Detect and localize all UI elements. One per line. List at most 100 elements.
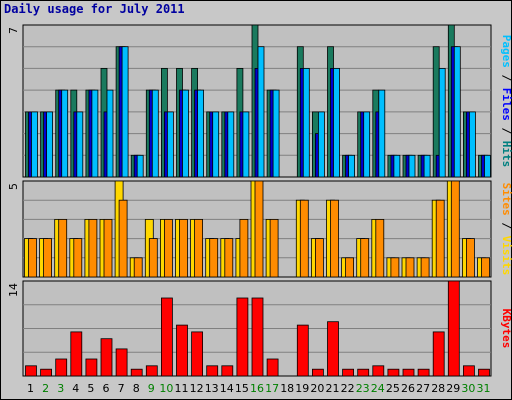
kbytes-bar-kbytes-day-27 bbox=[417, 368, 430, 377]
visits-sites-bar-sites-day-16 bbox=[254, 180, 264, 278]
kbytes-bar-kbytes-day-1 bbox=[25, 365, 37, 377]
x-tick-label-day-5: 5 bbox=[87, 382, 94, 395]
hits-files-pages-bar-pages-day-2 bbox=[46, 111, 53, 178]
hits-files-pages-bar-pages-day-19 bbox=[302, 68, 310, 178]
axis-label-part: Pages bbox=[500, 35, 512, 68]
hits-files-pages-bar-pages-day-9 bbox=[151, 89, 159, 178]
visits-sites-bar-sites-day-20 bbox=[314, 238, 324, 278]
kbytes-bar-kbytes-day-14 bbox=[221, 365, 234, 377]
kbytes-bar-kbytes-day-31 bbox=[478, 368, 490, 377]
x-tick-label-day-13: 13 bbox=[205, 382, 219, 395]
hits-files-pages-bar-pages-day-31 bbox=[484, 154, 491, 178]
visits-sites-bar-sites-day-9 bbox=[148, 238, 158, 278]
visits-sites-bar-sites-day-8 bbox=[133, 257, 143, 278]
visits-sites-bar-sites-day-1 bbox=[28, 238, 37, 278]
visits-sites-bar-sites-day-17 bbox=[269, 218, 279, 278]
visits-sites-bar-sites-day-31 bbox=[481, 257, 490, 278]
kbytes-bar-kbytes-day-28 bbox=[432, 331, 445, 377]
x-tick-label-day-30: 30 bbox=[461, 382, 475, 395]
visits-sites-bar-sites-day-22 bbox=[345, 257, 355, 278]
visits-sites-bar-sites-day-5 bbox=[88, 218, 98, 278]
x-tick-label-day-10: 10 bbox=[159, 382, 173, 395]
hits-files-pages-bar-pages-day-22 bbox=[348, 154, 356, 178]
visits-sites-bar-sites-day-4 bbox=[73, 238, 83, 278]
kbytes-bar-kbytes-day-26 bbox=[402, 368, 415, 377]
axis-label-part: / bbox=[500, 121, 512, 141]
visits-sites-bar-sites-day-30 bbox=[465, 238, 475, 278]
x-tick-label-day-15: 15 bbox=[235, 382, 249, 395]
x-tick-label-day-7: 7 bbox=[118, 382, 125, 395]
hits-files-pages-bar-pages-day-24 bbox=[378, 89, 386, 178]
x-tick-label-day-16: 16 bbox=[250, 382, 264, 395]
hits-files-pages-bar-pages-day-10 bbox=[166, 111, 174, 178]
x-tick-label-day-23: 23 bbox=[356, 382, 370, 395]
visits-sites-bar-sites-day-25 bbox=[390, 257, 400, 278]
hits-files-pages-bar-pages-day-25 bbox=[393, 154, 401, 178]
kbytes-bar-kbytes-day-10 bbox=[160, 297, 173, 377]
axis-label-part: KBytes bbox=[500, 309, 512, 349]
visits-sites-bar-sites-day-14 bbox=[224, 238, 234, 278]
hits-files-pages-bar-pages-day-5 bbox=[91, 89, 99, 178]
x-tick-label-day-31: 31 bbox=[477, 382, 491, 395]
x-tick-label-day-3: 3 bbox=[57, 382, 64, 395]
hits-files-pages-bar-pages-day-12 bbox=[197, 89, 205, 178]
hits-files-pages-bar-pages-day-14 bbox=[227, 111, 235, 178]
kbytes-bar-kbytes-day-7 bbox=[115, 348, 128, 377]
x-tick-label-day-6: 6 bbox=[103, 382, 110, 395]
visits-sites-bar-sites-day-15 bbox=[239, 218, 249, 278]
kbytes-ymax-label: 14 bbox=[7, 283, 20, 297]
x-tick-label-day-27: 27 bbox=[416, 382, 430, 395]
x-tick-label-day-18: 18 bbox=[280, 382, 294, 395]
x-tick-label-day-20: 20 bbox=[310, 382, 324, 395]
kbytes-bar-kbytes-day-23 bbox=[357, 368, 370, 377]
kbytes-bar-kbytes-day-11 bbox=[176, 324, 188, 377]
axis-label-part: Sites bbox=[500, 183, 512, 216]
visits-sites-bar-sites-day-24 bbox=[375, 218, 385, 278]
x-tick-label-day-9: 9 bbox=[148, 382, 155, 395]
visits-sites-bar-sites-day-21 bbox=[330, 199, 339, 278]
visits-sites-bar-sites-day-7 bbox=[118, 199, 128, 278]
chart-title: Daily usage for July 2011 bbox=[4, 2, 185, 16]
hits-files-pages-bar-pages-day-17 bbox=[272, 89, 280, 178]
kbytes-bar-kbytes-day-30 bbox=[462, 365, 475, 377]
hits-files-pages-bar-pages-day-4 bbox=[76, 111, 84, 178]
visits-sites-bar-sites-day-28 bbox=[435, 199, 445, 278]
visits-sites-bar-sites-day-10 bbox=[163, 218, 173, 278]
kbytes-bar-kbytes-day-8 bbox=[130, 368, 143, 377]
hits-files-pages-bar-pages-day-1 bbox=[31, 111, 38, 178]
visits-sites-bar-sites-day-6 bbox=[103, 218, 113, 278]
x-tick-label-day-19: 19 bbox=[295, 382, 309, 395]
kbytes-bar-kbytes-day-13 bbox=[206, 365, 219, 377]
x-tick-label-day-2: 2 bbox=[42, 382, 49, 395]
visits-sites-bar-sites-day-13 bbox=[209, 238, 219, 278]
kbytes-bar-kbytes-day-2 bbox=[40, 368, 52, 377]
hits-files-pages-bar-pages-day-15 bbox=[242, 111, 250, 178]
hits-files-pages-bar-pages-day-23 bbox=[363, 111, 371, 178]
x-tick-label-day-14: 14 bbox=[220, 382, 234, 395]
hits-files-pages-bar-pages-day-21 bbox=[333, 68, 340, 178]
x-tick-label-day-25: 25 bbox=[386, 382, 400, 395]
x-tick-label-day-12: 12 bbox=[190, 382, 204, 395]
kbytes-bar-kbytes-day-9 bbox=[145, 365, 158, 377]
kbytes-bar-kbytes-day-6 bbox=[100, 338, 113, 377]
kbytes-bar-kbytes-day-22 bbox=[342, 368, 355, 377]
visits-sites-bar-sites-day-3 bbox=[58, 218, 68, 278]
kbytes-bar-kbytes-day-3 bbox=[55, 358, 68, 377]
hits-files-pages-bar-pages-day-30 bbox=[468, 111, 476, 178]
hits-files-pages-bar-pages-day-3 bbox=[61, 89, 69, 178]
x-tick-label-day-24: 24 bbox=[371, 382, 385, 395]
kbytes-bar-kbytes-day-17 bbox=[266, 358, 279, 377]
x-tick-label-day-11: 11 bbox=[175, 382, 189, 395]
kbytes-axis-label: KBytes bbox=[500, 309, 512, 349]
x-tick-label-day-1: 1 bbox=[27, 382, 34, 395]
hits-files-pages-bar-pages-day-27 bbox=[423, 154, 431, 178]
kbytes-bar-kbytes-day-16 bbox=[251, 297, 264, 377]
x-tick-label-day-29: 29 bbox=[446, 382, 460, 395]
hits-files-pages-ymax-label: 7 bbox=[7, 27, 20, 34]
axis-label-part: Visits bbox=[500, 236, 512, 276]
hits-files-pages-bar-pages-day-7 bbox=[121, 46, 129, 178]
axis-label-part: Hits bbox=[500, 141, 512, 168]
kbytes-bar-kbytes-day-21 bbox=[327, 321, 339, 377]
kbytes-bar-kbytes-day-20 bbox=[311, 368, 324, 377]
